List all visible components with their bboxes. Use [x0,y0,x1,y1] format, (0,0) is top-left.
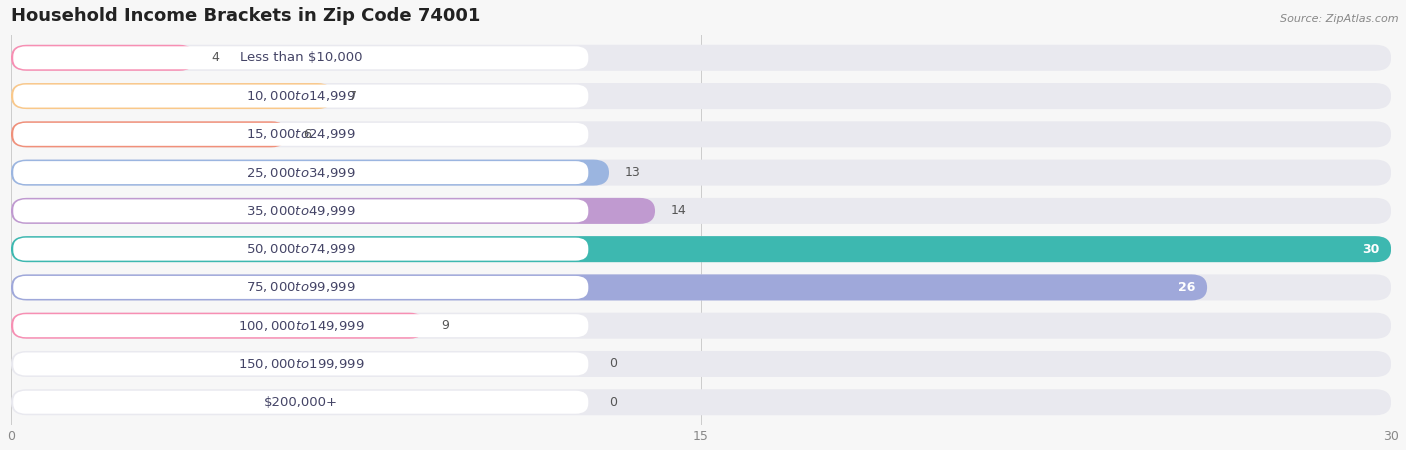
Text: 4: 4 [211,51,219,64]
FancyBboxPatch shape [11,198,655,224]
Text: $25,000 to $34,999: $25,000 to $34,999 [246,166,356,180]
FancyBboxPatch shape [13,391,588,414]
FancyBboxPatch shape [13,199,588,222]
FancyBboxPatch shape [13,352,588,375]
Text: Household Income Brackets in Zip Code 74001: Household Income Brackets in Zip Code 74… [11,7,481,25]
FancyBboxPatch shape [13,85,588,108]
Text: $200,000+: $200,000+ [264,396,337,409]
Text: Source: ZipAtlas.com: Source: ZipAtlas.com [1281,14,1399,23]
FancyBboxPatch shape [13,123,588,146]
FancyBboxPatch shape [11,45,195,71]
FancyBboxPatch shape [11,389,1391,415]
Text: 30: 30 [1362,243,1379,256]
Text: 0: 0 [609,357,617,370]
FancyBboxPatch shape [11,236,1391,262]
Text: 13: 13 [626,166,641,179]
Text: $10,000 to $14,999: $10,000 to $14,999 [246,89,356,103]
Text: 26: 26 [1178,281,1195,294]
Text: $50,000 to $74,999: $50,000 to $74,999 [246,242,356,256]
Text: 14: 14 [671,204,688,217]
Text: $35,000 to $49,999: $35,000 to $49,999 [246,204,356,218]
FancyBboxPatch shape [13,161,588,184]
FancyBboxPatch shape [11,122,1391,147]
Text: $150,000 to $199,999: $150,000 to $199,999 [238,357,364,371]
FancyBboxPatch shape [11,160,1391,185]
Text: $75,000 to $99,999: $75,000 to $99,999 [246,280,356,294]
FancyBboxPatch shape [11,313,1391,339]
FancyBboxPatch shape [13,314,588,337]
FancyBboxPatch shape [11,83,333,109]
FancyBboxPatch shape [11,45,1391,71]
FancyBboxPatch shape [13,46,588,69]
Text: 6: 6 [304,128,311,141]
Text: 0: 0 [609,396,617,409]
FancyBboxPatch shape [13,276,588,299]
FancyBboxPatch shape [11,198,1391,224]
FancyBboxPatch shape [11,313,425,339]
FancyBboxPatch shape [11,274,1208,301]
FancyBboxPatch shape [13,238,588,261]
FancyBboxPatch shape [11,236,1391,262]
FancyBboxPatch shape [11,122,287,147]
Text: $100,000 to $149,999: $100,000 to $149,999 [238,319,364,333]
FancyBboxPatch shape [11,351,1391,377]
Text: 9: 9 [441,319,449,332]
Text: $15,000 to $24,999: $15,000 to $24,999 [246,127,356,141]
FancyBboxPatch shape [11,83,1391,109]
Text: 7: 7 [349,90,357,103]
Text: Less than $10,000: Less than $10,000 [239,51,361,64]
FancyBboxPatch shape [11,160,609,185]
FancyBboxPatch shape [11,274,1391,301]
